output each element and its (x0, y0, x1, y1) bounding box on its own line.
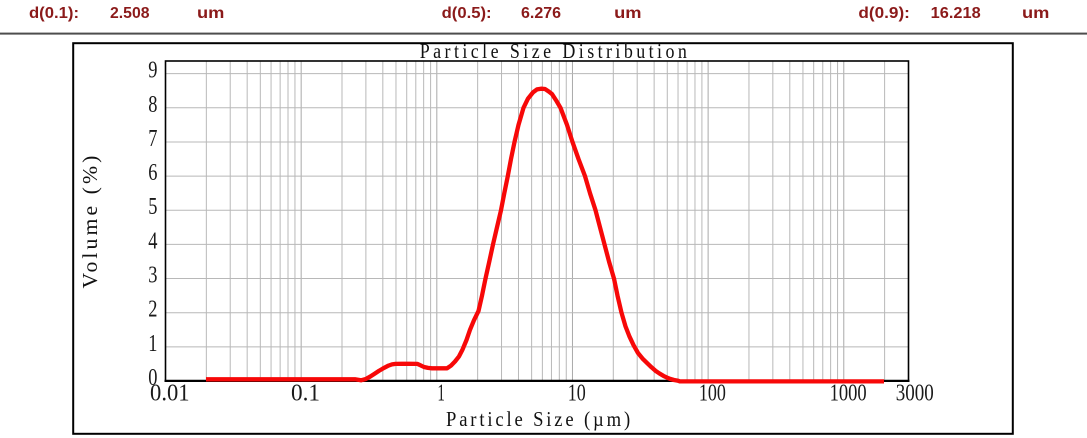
svg-text:2: 2 (148, 297, 157, 323)
svg-text:Particle Size Distribution: Particle Size Distribution (420, 39, 691, 63)
svg-text:1000: 1000 (830, 380, 867, 406)
svg-text:1: 1 (148, 331, 157, 357)
svg-text:d(0.9):: d(0.9): (858, 5, 910, 22)
svg-text:0.01: 0.01 (150, 380, 190, 406)
svg-text:Particle Size (µm): Particle Size (µm) (446, 407, 633, 431)
svg-text:d(0.5):: d(0.5): (442, 5, 492, 22)
svg-text:9: 9 (148, 58, 157, 84)
svg-text:um: um (614, 5, 641, 22)
svg-text:3000: 3000 (896, 380, 934, 406)
svg-text:5: 5 (148, 194, 157, 220)
svg-text:10: 10 (568, 380, 586, 406)
svg-text:0: 0 (148, 365, 157, 391)
svg-text:6.276: 6.276 (521, 5, 561, 22)
svg-text:2.508: 2.508 (110, 5, 150, 22)
svg-text:8: 8 (148, 92, 157, 118)
svg-text:100: 100 (699, 380, 726, 406)
svg-text:6: 6 (148, 160, 157, 186)
svg-text:3: 3 (148, 263, 157, 289)
svg-text:7: 7 (148, 126, 157, 152)
svg-text:4: 4 (148, 228, 157, 254)
svg-text:um: um (197, 5, 224, 22)
svg-text:0.1: 0.1 (291, 380, 320, 406)
svg-text:16.218: 16.218 (931, 5, 981, 22)
svg-text:Volume (%): Volume (%) (78, 153, 102, 289)
svg-text:um: um (1022, 5, 1049, 22)
svg-text:d(0.1):: d(0.1): (29, 5, 79, 22)
svg-text:1: 1 (437, 380, 445, 406)
